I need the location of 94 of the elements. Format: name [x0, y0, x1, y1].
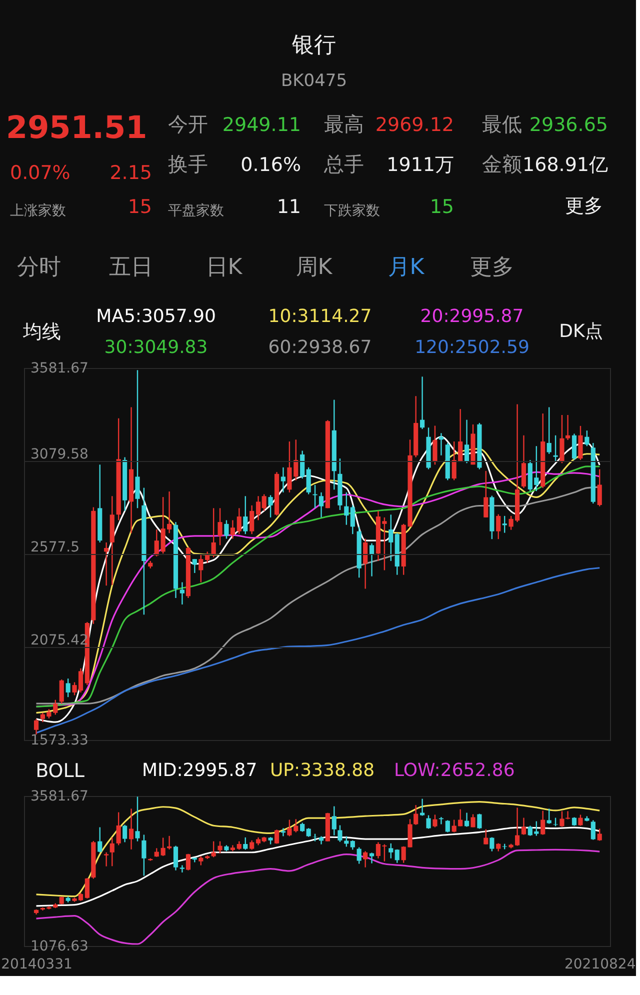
text: 15 — [128, 196, 152, 218]
text: 平盘家数 — [168, 203, 224, 219]
chart-title: 银行 — [291, 33, 336, 58]
candlestick — [445, 820, 450, 833]
y-tick-label: 3079.58 — [30, 446, 88, 462]
candlestick — [280, 828, 286, 837]
candlestick — [344, 836, 349, 848]
y-tick-label: 1076.63 — [30, 938, 88, 954]
candlestick — [243, 836, 248, 850]
candlestick — [110, 836, 114, 867]
text: 分时 — [17, 255, 61, 280]
candlestick — [490, 836, 494, 852]
candlestick — [388, 842, 394, 859]
chart-subtitle: BK0475 — [280, 71, 348, 91]
text: LOW:2652.86 — [394, 760, 515, 781]
candlestick — [363, 850, 368, 868]
candlestick — [484, 828, 488, 845]
y-tick-label: 3581.67 — [30, 788, 88, 804]
candlestick — [98, 826, 102, 853]
candlestick — [250, 840, 254, 850]
candlestick — [122, 824, 128, 843]
line-series — [35, 826, 600, 907]
text: 168.91亿 — [522, 154, 608, 176]
text: 2949.11 — [222, 114, 301, 136]
text: 更多 — [565, 195, 603, 217]
text: 更多 — [470, 255, 514, 280]
text: 30:3049.83 — [104, 337, 208, 358]
text: 月K — [388, 255, 425, 280]
candlestick — [180, 864, 184, 874]
candlestick — [84, 878, 90, 900]
y-tick-label: 3581.67 — [30, 360, 88, 376]
candlestick — [332, 806, 336, 836]
candlestick — [350, 840, 355, 850]
text: 五日 — [109, 255, 153, 280]
candlestick — [211, 840, 216, 858]
candlestick — [356, 846, 362, 864]
text: 10:3114.27 — [268, 306, 372, 327]
candlestick — [470, 814, 476, 828]
text: MA5:3057.90 — [96, 306, 216, 327]
candlestick — [590, 820, 596, 840]
candlestick — [218, 840, 222, 854]
candlestick — [142, 834, 146, 876]
candlestick — [186, 853, 191, 871]
text: 0.16% — [240, 154, 301, 176]
candlestick — [521, 817, 526, 836]
y-tick-label: 1573.33 — [30, 732, 88, 748]
text: 15 — [430, 196, 454, 218]
candlestick — [116, 812, 121, 846]
text: 120:2502.59 — [414, 337, 530, 358]
text: DK点 — [559, 321, 603, 342]
candlestick — [560, 810, 564, 828]
text: 2951.51 — [6, 110, 148, 146]
candlestick — [420, 798, 425, 816]
candlestick — [426, 814, 431, 830]
candlestick — [160, 837, 166, 857]
candlestick — [135, 796, 140, 842]
text: 下跌家数 — [324, 203, 380, 219]
text: 20:2995.87 — [420, 306, 524, 327]
candlestick — [274, 829, 280, 844]
x-tick-label: 20140331 — [1, 956, 72, 972]
candlestick — [369, 852, 374, 864]
text: MID:2995.87 — [142, 760, 258, 781]
candlestick — [394, 848, 400, 864]
y-tick-label: 2577.5 — [30, 540, 80, 556]
text: 2936.65 — [529, 114, 608, 136]
text: 最高 — [324, 112, 364, 136]
text: 周K — [296, 255, 333, 280]
candlestick — [173, 845, 178, 871]
text: 日K — [206, 255, 243, 280]
candlestick — [540, 810, 546, 836]
text: 1911万 — [386, 154, 454, 176]
text: 2.15 — [110, 162, 152, 184]
candlestick — [432, 814, 438, 828]
line-series — [35, 800, 600, 898]
text: 金额 — [482, 152, 522, 176]
candlestick — [546, 808, 552, 824]
text: 总手 — [323, 152, 364, 176]
text: 最低 — [482, 112, 522, 136]
x-tick-label: 20210824 — [564, 956, 636, 972]
text: 上涨家数 — [10, 203, 66, 219]
candlestick — [338, 824, 342, 843]
text: 0.07% — [10, 162, 70, 184]
candlestick — [128, 808, 134, 850]
candlestick — [104, 852, 109, 867]
legend-title: BOLL — [36, 760, 85, 782]
text: 换手 — [168, 152, 208, 176]
series-label: UP:3338.88 — [270, 760, 375, 781]
candlestick — [464, 812, 470, 828]
text: 11 — [276, 196, 301, 218]
legend-title: 均线 — [22, 321, 61, 343]
text: 今开 — [168, 112, 208, 136]
candlestick — [414, 804, 418, 826]
text: 2969.12 — [375, 114, 454, 136]
text: 60:2938.67 — [268, 337, 372, 358]
